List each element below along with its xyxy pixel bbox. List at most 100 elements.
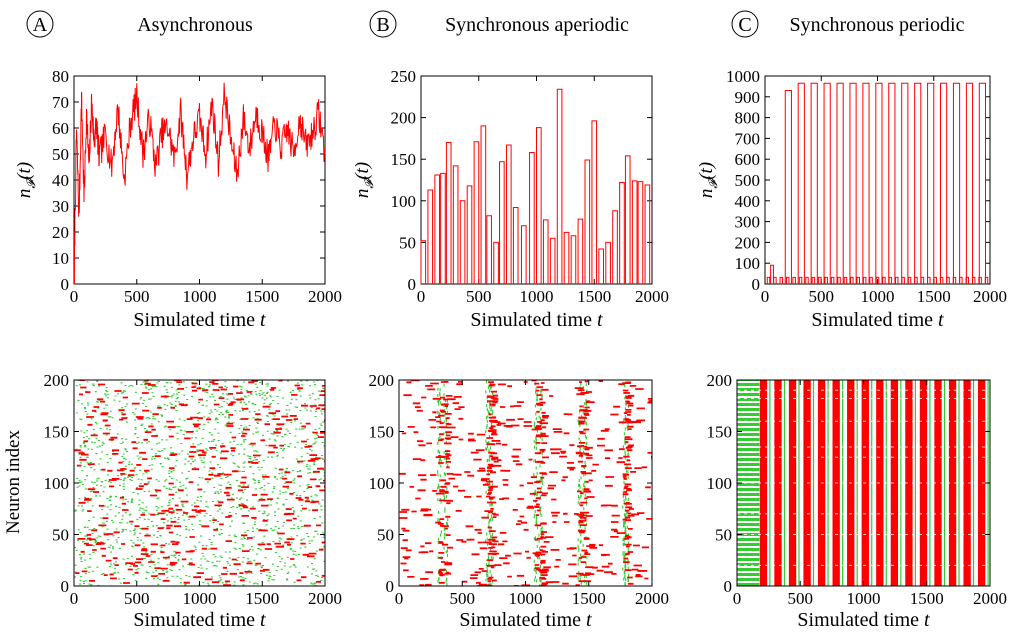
burst-bar — [480, 125, 487, 284]
panel-title: Synchronous aperiodic — [445, 14, 629, 36]
burst-bar — [584, 159, 591, 284]
burst-bar — [529, 152, 535, 284]
y-tick-label: 150 — [707, 423, 733, 442]
plot-frame — [764, 75, 991, 285]
x-tick-label: 1500 — [910, 589, 944, 608]
y-tick-label: 0 — [61, 577, 70, 596]
y-tick-label: 50 — [52, 145, 69, 164]
y-tick-label: 800 — [735, 109, 761, 128]
charts-layer: 0 500 1000 1500 200001020304050607080Simulat… — [44, 67, 1008, 631]
y-tick-label: 250 — [391, 67, 417, 86]
x-tick-label: 2000 — [308, 287, 342, 306]
x-tick-label: 1500 — [245, 589, 279, 608]
chart-b-top: 0 500 1000 1500 2000 0 50 100 150 200 250 Simulated… — [391, 67, 670, 331]
x-tick-label: 1000 — [183, 287, 217, 306]
baseline-pulse — [779, 276, 784, 284]
x-tick-label: 2000 — [308, 589, 342, 608]
burst-bar — [823, 82, 831, 284]
sync-band — [788, 380, 797, 586]
y-tick-label: 200 — [44, 371, 70, 390]
burst-bar — [520, 225, 527, 284]
x-tick-label: 500 — [450, 589, 476, 608]
baseline-pulse — [843, 276, 848, 284]
burst-bar — [512, 206, 519, 284]
sync-band — [963, 380, 971, 586]
y-tick-label: 60 — [52, 119, 69, 138]
y-tick-label: 100 — [391, 192, 417, 211]
burst-bar — [473, 141, 480, 284]
burst-bar — [862, 82, 870, 284]
top-ylabel-c: n𝓕(t) — [696, 162, 720, 198]
burst-bar — [536, 127, 542, 284]
panel-title: Synchronous periodic — [790, 14, 965, 36]
y-tick-label: 50 — [52, 526, 69, 545]
y-tick-label: 400 — [735, 192, 761, 211]
spikes-inhibitory — [437, 380, 630, 586]
top-ylabel-text: n𝓕(t) — [14, 162, 38, 198]
raster-b: 0 500 1000 1500 2000 0 50 100 150 200 Simulated ti… — [369, 371, 670, 631]
burst-bar — [427, 189, 434, 284]
burst-bar — [927, 82, 935, 284]
panel-title: Asynchronous — [137, 14, 253, 36]
panel-header-a: A Asynchronous — [26, 10, 253, 38]
baseline-pulse — [856, 276, 860, 284]
y-tick-label: 150 — [369, 423, 395, 442]
y-tick-label: 20 — [52, 223, 69, 242]
x-axis-label: Simulated time t — [811, 309, 944, 331]
y-tick-label: 200 — [369, 371, 395, 390]
y-tick-label: 0 — [408, 275, 417, 294]
x-tick-label: 0 — [395, 589, 404, 608]
y-tick-label: 100 — [707, 474, 733, 493]
y-tick-label: 700 — [735, 129, 761, 148]
burst-bar — [770, 264, 774, 284]
spikes-inhibitory — [74, 380, 325, 586]
x-tick-label: 1000 — [520, 287, 554, 306]
burst-bar — [605, 241, 611, 284]
burst-bar — [836, 82, 844, 284]
y-tick-label: 100 — [44, 474, 70, 493]
burst-bar — [466, 185, 473, 284]
burst-bar — [505, 144, 512, 284]
y-tick-label: 150 — [44, 423, 70, 442]
series-line — [73, 82, 326, 285]
y-tick-label: 600 — [735, 150, 761, 169]
y-tick-label: 150 — [391, 150, 417, 169]
x-tick-label: 0 — [70, 589, 79, 608]
baseline-pulse — [824, 276, 828, 284]
x-tick-label: 2000 — [635, 589, 669, 608]
y-tick-label: 70 — [52, 93, 69, 112]
raster-a: 0 500 1000 1500 2000 0 50 100 150 200 Simulated ti… — [44, 371, 343, 631]
baseline-pulse — [933, 276, 937, 284]
burst-bar — [598, 248, 604, 284]
sync-band — [774, 380, 782, 586]
baseline-pulse — [920, 276, 925, 284]
y-tick-label: 40 — [52, 171, 69, 190]
x-tick-label: 0 — [733, 589, 742, 608]
y-tick-label: 10 — [52, 249, 69, 268]
y-tick-label: 0 — [724, 577, 733, 596]
panel-letter-circle — [369, 10, 397, 38]
panel-letter-circle — [26, 10, 54, 38]
baseline-pulse — [818, 276, 822, 284]
baseline-pulse — [882, 276, 886, 284]
burst-bar — [420, 240, 427, 284]
y-tick-label: 50 — [715, 526, 732, 545]
burst-bar — [619, 181, 625, 284]
raster-marks — [399, 380, 652, 586]
x-tick-label: 1000 — [183, 589, 217, 608]
panel-letter: C — [738, 14, 751, 36]
baseline-pulse — [785, 276, 790, 284]
baseline-pulse — [773, 276, 777, 284]
baseline-pulse — [798, 276, 803, 284]
x-axis-label: Simulated time t — [133, 609, 266, 631]
baseline-pulse — [766, 276, 771, 284]
y-tick-label: 900 — [735, 88, 761, 107]
burst-bar — [459, 200, 466, 284]
top-ylabel-text: n𝓕(t) — [352, 162, 376, 198]
plot-frame — [398, 379, 653, 587]
spikes-excitatory — [399, 380, 652, 586]
spikes-excitatory — [74, 380, 325, 586]
y-tick-label: 50 — [377, 526, 394, 545]
top-ylabel-text: n𝓕(t) — [696, 162, 720, 198]
